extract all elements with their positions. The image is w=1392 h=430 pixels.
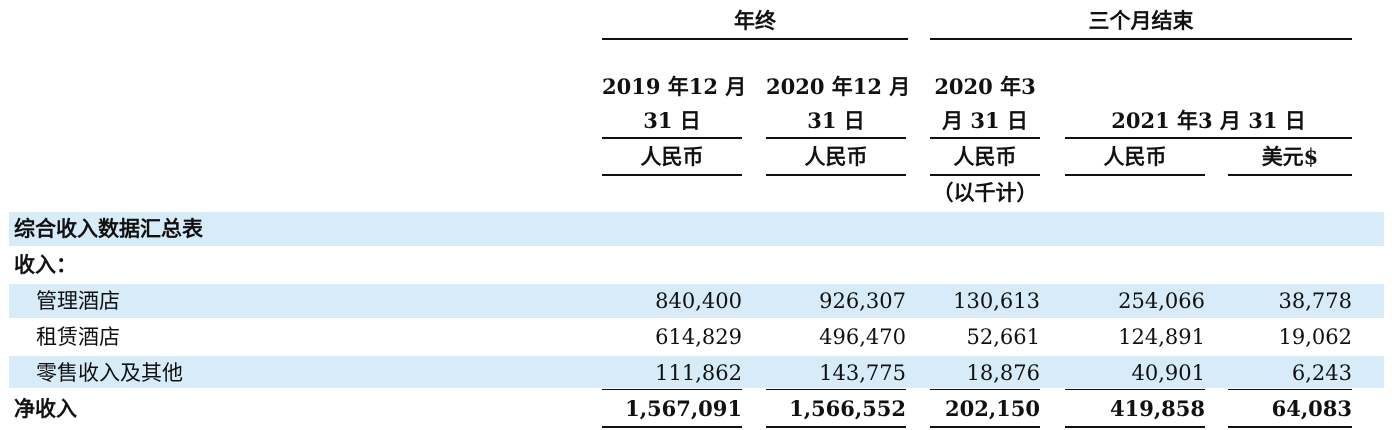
unit-note: （以千计） [932,180,1038,205]
col1-date-line2: 31 日 [643,108,701,133]
table-cell: 19,062 [1278,325,1352,349]
total-rule-col4 [1065,426,1205,428]
col2-date-line2: 31 日 [807,108,865,133]
table-cell: 926,307 [819,289,906,313]
row-band-retail [9,356,1384,388]
total-cell: 64,083 [1271,396,1352,421]
col1-date-rule [602,137,742,139]
table-cell: 40,901 [1131,361,1205,385]
total-label: 净收入 [14,396,77,421]
section-title-band [9,212,1384,246]
total-cell: 419,858 [1110,396,1205,421]
col4-currency: 人民币 [1103,144,1167,169]
table-cell: 143,775 [819,361,906,385]
header-group-year-end-rule [602,38,908,40]
col45-date: 2021 年3 月 31 日 [1111,108,1306,133]
header-group-three-months: 三个月结束 [1088,8,1194,33]
table-cell: 124,891 [1118,325,1205,349]
col45-date-rule [1065,137,1352,139]
row-label-managed-hotels: 管理酒店 [36,289,120,313]
row-band-managed [9,284,1384,318]
col3-currency-rule [930,174,1040,176]
row-label-retail-other: 零售收入及其他 [36,361,183,385]
total-cell: 1,566,552 [789,396,906,421]
revenue-label: 收入： [14,252,77,277]
table-cell: 254,066 [1118,289,1205,313]
col2-currency-rule [766,174,906,176]
table-cell: 52,661 [966,325,1040,349]
col2-date-rule [766,137,906,139]
subtotal-rule-col5 [1228,389,1352,390]
section-title: 综合收入数据汇总表 [14,216,203,241]
total-rule-col5 [1228,426,1352,428]
table-cell: 614,829 [655,325,742,349]
total-cell: 202,150 [945,396,1040,421]
table-cell: 111,862 [655,361,742,385]
col2-currency: 人民币 [804,144,868,169]
total-rule-col2 [766,426,906,428]
col5-currency: 美元$ [1261,144,1319,169]
table-cell: 6,243 [1291,361,1352,385]
header-group-three-months-rule [930,38,1352,40]
total-rule-col3 [930,426,1040,428]
table-cell: 18,876 [966,361,1040,385]
total-rule-col1 [602,426,742,428]
total-cell: 1,567,091 [625,396,742,421]
col3-date-rule [930,137,1040,139]
col4-currency-rule [1065,174,1205,176]
col1-currency-rule [602,174,742,176]
table-cell: 38,778 [1278,289,1352,313]
table-cell: 496,470 [819,325,906,349]
subtotal-rule-col3 [930,389,1040,390]
table-cell: 840,400 [655,289,742,313]
col3-currency: 人民币 [953,144,1017,169]
subtotal-rule-col2 [766,389,906,390]
subtotal-rule-col1 [602,389,742,390]
row-label-leased-hotels: 租赁酒店 [36,325,120,349]
col2-date-line1: 2020 年12 月 [766,74,911,99]
header-group-year-end: 年终 [734,8,776,33]
col3-date-line1: 2020 年3 [934,74,1036,99]
col1-currency: 人民币 [640,144,704,169]
col1-date-line1: 2019 年12 月 [602,74,747,99]
table-cell: 130,613 [953,289,1040,313]
col5-currency-rule [1228,174,1352,176]
col3-date-line2: 月 31 日 [942,108,1028,133]
subtotal-rule-col4 [1065,389,1205,390]
